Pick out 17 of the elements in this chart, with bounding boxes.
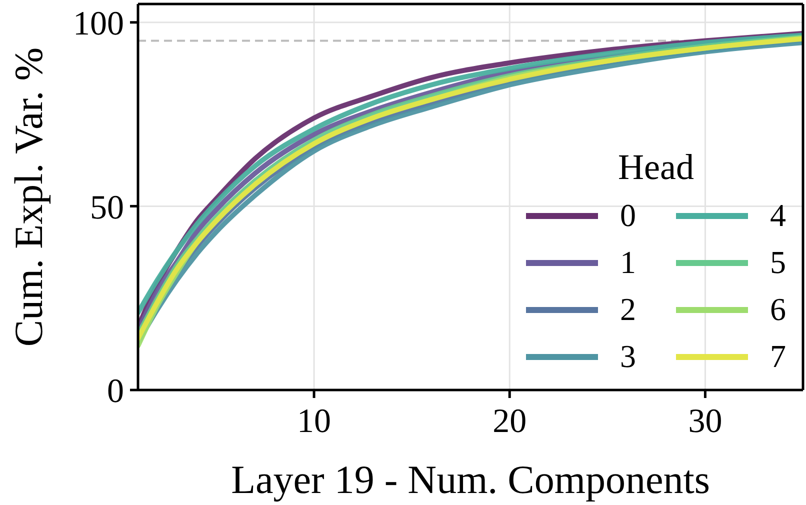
x-tick-label: 30: [688, 403, 722, 440]
y-tick-label: 100: [73, 5, 124, 42]
x-axis-title: Layer 19 - Num. Components: [231, 457, 710, 502]
legend-label: 6: [770, 291, 786, 328]
legend-label: 2: [620, 291, 636, 328]
y-tick-label: 0: [107, 373, 124, 410]
x-tick-label: 10: [297, 403, 332, 440]
legend-label: 7: [770, 338, 786, 375]
legend-label: 0: [620, 197, 636, 234]
legend-title: Head: [617, 146, 695, 188]
y-axis-title: Cum. Expl. Var. %: [6, 47, 52, 347]
legend-label: 5: [770, 244, 786, 281]
legend-label: 4: [770, 197, 786, 234]
legend-label: 3: [620, 338, 636, 375]
y-tick-label: 50: [90, 189, 124, 226]
x-tick-label: 20: [492, 403, 527, 440]
legend-label: 1: [620, 244, 636, 281]
